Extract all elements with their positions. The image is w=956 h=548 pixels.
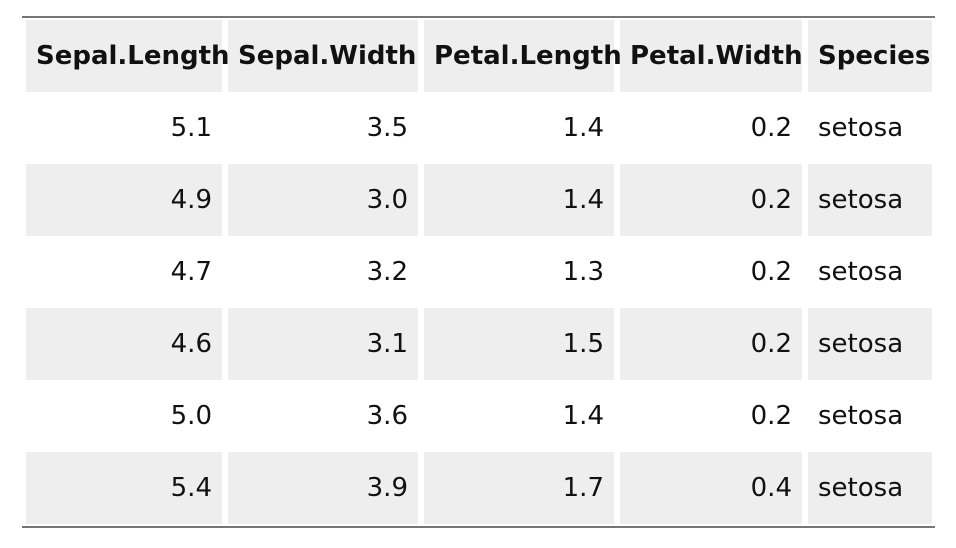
table-cell: setosa: [818, 113, 904, 143]
table-cell: 3.5: [366, 113, 408, 143]
table-cell: 1.4: [562, 401, 604, 431]
table-cell: 0.2: [620, 164, 802, 236]
top-rule: [22, 16, 935, 18]
table-cell: 0.4: [620, 452, 802, 524]
table-cell: 3.9: [228, 452, 418, 524]
table-cell: setosa: [808, 164, 932, 236]
table-cell: 0.2: [750, 113, 792, 143]
table-cell: 1.5: [424, 308, 614, 380]
column-header: Petal.Length: [424, 20, 622, 92]
table-cell: 3.6: [366, 401, 408, 431]
table-cell: 1.3: [562, 257, 604, 287]
table-cell: 4.7: [170, 257, 212, 287]
table-cell: 5.0: [170, 401, 212, 431]
table-cell: setosa: [818, 257, 904, 287]
table-cell: setosa: [818, 401, 904, 431]
table-cell: 3.0: [228, 164, 418, 236]
table-cell: 0.2: [620, 308, 802, 380]
table-cell: 1.7: [424, 452, 614, 524]
table-cell: 1.4: [424, 164, 614, 236]
table-cell: 4.6: [26, 308, 222, 380]
table-cell: 3.1: [228, 308, 418, 380]
column-header: Sepal.Width: [228, 20, 418, 92]
column-header: Sepal.Length: [26, 20, 230, 92]
column-header: Petal.Width: [620, 20, 803, 92]
bottom-rule: [22, 526, 935, 528]
table-cell: 1.4: [562, 113, 604, 143]
table-cell: 5.1: [170, 113, 212, 143]
table-cell: setosa: [808, 452, 932, 524]
table-cell: 4.9: [26, 164, 222, 236]
table-cell: 0.2: [750, 401, 792, 431]
table-cell: 0.2: [750, 257, 792, 287]
table-cell: setosa: [808, 308, 932, 380]
column-header: Species: [808, 20, 932, 92]
table-cell: 5.4: [26, 452, 222, 524]
table-cell: 3.2: [366, 257, 408, 287]
